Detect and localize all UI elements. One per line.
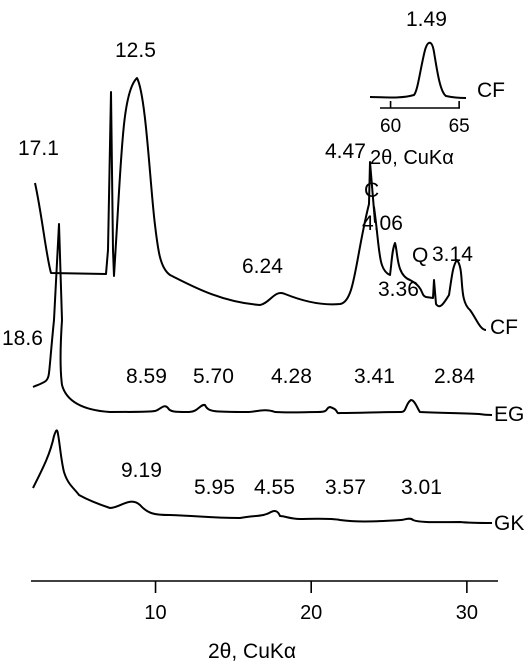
peak-mark-c: C <box>364 179 379 202</box>
peak-label-cf-4.47: 4.47 <box>325 140 366 163</box>
peak-label-cf-3.36: 3.36 <box>378 278 419 301</box>
trace-cf <box>34 77 487 331</box>
peak-label-cf-12.5: 12.5 <box>115 39 156 62</box>
trace-label-gk: GK <box>494 512 524 535</box>
peak-label-cf-4.06: 4.06 <box>362 212 403 235</box>
peak-label-gk-9.19: 9.19 <box>121 459 162 482</box>
x-axis-tick-label-20: 20 <box>300 602 322 624</box>
x-axis-title: 2θ, CuKα <box>208 640 296 663</box>
x-axis-tick-label-10: 10 <box>144 602 166 624</box>
inset-x-axis-tick-label-60: 60 <box>380 116 401 137</box>
inset-trace-cf <box>369 41 467 99</box>
inset-peak-label-1.49: 1.49 <box>406 8 447 31</box>
peak-label-eg-3.41: 3.41 <box>354 365 395 388</box>
peak-label-gk-5.95: 5.95 <box>194 476 235 499</box>
peak-label-cf-17.1: 17.1 <box>18 137 59 160</box>
peak-label-eg-4.28: 4.28 <box>271 365 312 388</box>
x-axis-tick-label-30: 30 <box>456 602 478 624</box>
peak-label-cf-6.24: 6.24 <box>242 255 283 278</box>
trace-label-cf: CF <box>490 316 518 339</box>
peak-label-gk-4.55: 4.55 <box>254 476 295 499</box>
inset-x-axis-title: 2θ, CuKα <box>370 147 454 169</box>
peak-label-eg-18.6: 18.6 <box>2 327 43 350</box>
peak-label-eg-5.70: 5.70 <box>193 365 234 388</box>
peak-label-gk-3.01: 3.01 <box>401 476 442 499</box>
inset-trace-label-cf: CF <box>477 79 505 102</box>
peak-label-eg-2.84: 2.84 <box>434 365 475 388</box>
peak-label-eg-8.59: 8.59 <box>126 365 167 388</box>
trace-eg <box>32 223 493 416</box>
peak-label-cf-3.14: 3.14 <box>432 243 473 266</box>
inset-x-axis-tick-label-65: 65 <box>449 116 470 137</box>
trace-gk <box>32 429 493 524</box>
peak-mark-q: Q <box>412 244 428 267</box>
peak-label-gk-3.57: 3.57 <box>325 476 366 499</box>
trace-label-eg: EG <box>494 403 524 426</box>
